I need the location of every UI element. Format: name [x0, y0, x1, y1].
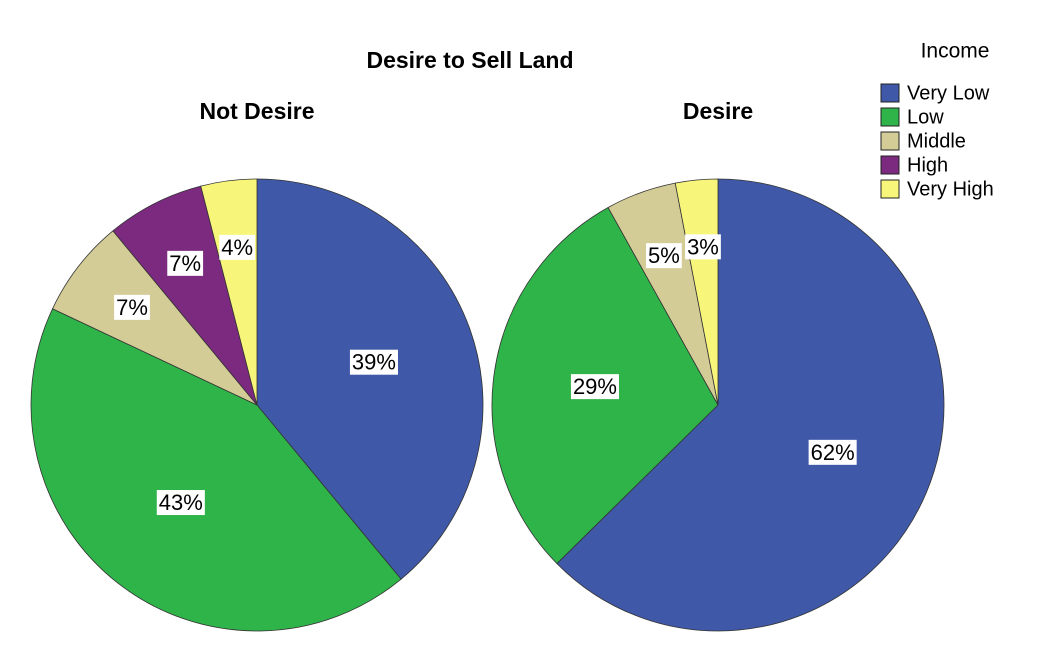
data-label: 3%: [685, 234, 721, 260]
data-label: 39%: [349, 349, 398, 375]
data-label: 62%: [808, 439, 857, 465]
pie-title: Not Desire: [199, 98, 314, 124]
data-label-text: 29%: [573, 374, 617, 399]
data-label-bg: [570, 374, 619, 400]
data-label-text: 43%: [159, 490, 203, 515]
legend-label: Very Low: [907, 82, 990, 104]
data-label-bg: [349, 349, 398, 375]
pie-slice: [556, 178, 945, 632]
data-label-text: 7%: [169, 251, 201, 276]
data-label: 4%: [219, 234, 256, 260]
data-label-bg: [808, 439, 857, 465]
data-label-bg: [219, 234, 256, 260]
legend-swatch: [880, 155, 900, 175]
legend-swatch: [880, 107, 900, 127]
data-label-bg: [167, 250, 204, 276]
pie-slice: [256, 178, 484, 580]
legend-title: Income: [921, 40, 990, 63]
legend-label: High: [907, 154, 948, 176]
data-label: 7%: [167, 250, 204, 276]
legend-label: Middle: [907, 130, 966, 152]
data-label: 29%: [570, 374, 619, 400]
legend-swatch: [880, 83, 900, 103]
data-label: 43%: [156, 490, 205, 516]
pie-title: Desire: [683, 98, 753, 124]
data-label-text: 5%: [648, 243, 680, 268]
legend-label: Low: [907, 106, 944, 128]
data-label-text: 39%: [352, 350, 396, 375]
data-label-text: 3%: [687, 234, 719, 259]
data-label-text: 4%: [221, 235, 253, 260]
data-label-bg: [645, 243, 682, 269]
data-label-bg: [114, 294, 150, 320]
legend-swatch: [880, 179, 900, 199]
data-label-text: 7%: [116, 295, 148, 320]
chart-title: Desire to Sell Land: [366, 47, 573, 73]
data-label-bg: [685, 234, 721, 260]
data-label: 7%: [114, 294, 150, 320]
data-label: 5%: [645, 243, 682, 269]
legend-label: Very High: [907, 178, 994, 200]
data-label-bg: [156, 490, 205, 516]
pie-slice: [30, 308, 402, 632]
data-label-text: 62%: [811, 440, 855, 465]
legend-swatch: [880, 131, 900, 151]
